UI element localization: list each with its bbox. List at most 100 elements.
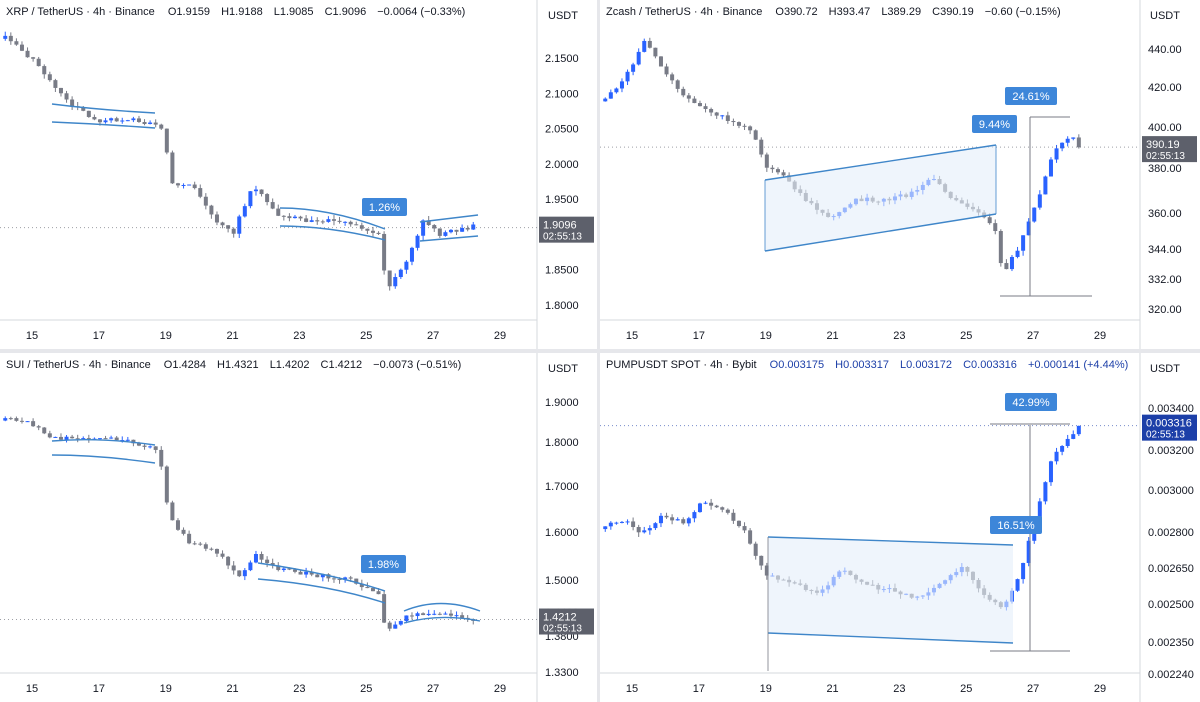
candle [465,227,470,230]
candle [603,98,608,102]
percent-label-bg[interactable] [362,198,407,216]
channel-upper[interactable] [51,438,156,446]
chart-header-xrp: XRP / TetherUS · 4h · Binance O1.9159 H1… [6,6,473,18]
candle [437,228,442,236]
channel-lower[interactable] [257,578,386,604]
candle [209,205,214,215]
candle [86,438,91,440]
candle [614,522,619,524]
channel-lower[interactable] [767,632,1014,644]
y-tick-label: 2.0000 [545,159,579,171]
channel-lower[interactable] [51,121,156,129]
candle [343,577,348,580]
channel-lower[interactable] [764,213,997,252]
chart-panel-pump[interactable]: 0.003400 0.003200 0.003000 0.002800 0.002650… [600,353,1200,702]
channel-upper[interactable] [279,207,386,230]
chart-pump[interactable]: 0.003400 0.003200 0.003000 0.002800 0.002650… [600,353,1200,702]
candle [415,613,420,617]
channel-upper[interactable] [403,602,481,612]
candle [448,229,453,233]
candle [187,533,192,544]
channel-upper[interactable] [764,144,997,181]
candle [781,172,786,176]
channel-lower[interactable] [403,616,481,624]
candle [681,88,686,96]
candle [276,565,281,571]
percent-label: 1.26% [369,202,400,214]
y-tick-label: 0.002800 [1148,527,1194,539]
x-tick-label: 17 [693,683,705,695]
pane-divider-horizontal[interactable] [0,349,1200,353]
channel-upper[interactable] [257,562,386,592]
last-price-value: 0.003316 [1146,418,1192,430]
channel-fill [765,145,996,251]
candle [770,167,775,170]
symbol-title[interactable]: PUMPUSDT SPOT · 4h · Bybit [606,359,757,371]
candle [1032,207,1037,222]
percent-label-bg[interactable] [361,555,406,573]
channel-upper[interactable] [51,103,156,114]
candle [103,438,108,440]
chart-sui[interactable]: 1.90001.80001.70001.60001.50001.44001.38… [0,353,597,702]
percent-label-bg[interactable] [972,115,1017,133]
percent-label-bg[interactable] [1005,393,1057,411]
percent-label-bg[interactable] [990,516,1042,534]
candle [1015,250,1020,257]
candle [448,613,453,616]
chart-panel-zec[interactable]: 440.00 420.00 400.00 380.00 360.00 344.00 332.… [600,0,1200,349]
candle [731,512,736,521]
candle [1037,194,1042,208]
candle [370,588,375,592]
ohlc-open: O1.4284 [163,359,206,371]
ohlc-open: O390.72 [775,6,818,18]
candle [36,58,41,67]
candle [281,568,286,571]
candle [97,119,102,123]
candle [736,520,741,527]
chart-xrp[interactable]: 2.15002.10002.05002.00001.95001.90001.85… [0,0,597,349]
ohlc-open: O0.003175 [769,359,825,371]
candle [348,221,353,225]
candle [81,438,86,440]
candle [242,206,247,217]
y-tick-label: 400.00 [1148,122,1182,134]
channel-upper[interactable] [419,214,479,223]
symbol-title[interactable]: Zcash / TetherUS · 4h · Binance [606,6,763,18]
candle [764,154,769,168]
candle [120,120,125,122]
symbol-title[interactable]: XRP / TetherUS · 4h · Binance [6,6,155,18]
y-tick-label: 332.00 [1148,274,1182,286]
x-tick-label: 29 [494,330,506,342]
candle [753,543,758,556]
channel-upper[interactable] [767,536,1014,546]
candle [731,120,736,123]
channel-lower[interactable] [51,454,156,464]
y-tick-label: 344.00 [1148,244,1182,256]
candle [697,503,702,513]
candle [443,232,448,236]
last-price-value: 1.9096 [543,220,577,232]
chart-panel-sui[interactable]: 1.90001.80001.70001.60001.50001.44001.38… [0,353,597,702]
candle [70,99,75,107]
channel-lower[interactable] [279,225,386,241]
candle [265,559,270,564]
chart-panel-xrp[interactable]: 2.15002.10002.05002.00001.95001.90001.85… [0,0,597,349]
chart-header-sui: SUI / TetherUS · 4h · Binance O1.4284 H1… [6,359,469,371]
candle [404,615,409,622]
percent-label-bg[interactable] [1005,87,1057,105]
chart-zec[interactable]: 440.00 420.00 400.00 380.00 360.00 344.00 332.… [600,0,1200,349]
candle [382,594,387,623]
ohlc-close: C1.9096 [324,6,367,18]
bar-countdown: 02:55:13 [543,624,582,635]
currency-label: USDT [1150,363,1180,375]
candle [292,216,297,219]
candle [370,230,375,233]
channel-lower[interactable] [419,235,479,242]
candle [432,225,437,229]
candle [214,548,219,554]
x-tick-label: 21 [826,330,838,342]
percent-label: 24.61% [1012,91,1050,103]
currency-label: USDT [1150,10,1180,22]
candle [359,225,364,229]
symbol-title[interactable]: SUI / TetherUS · 4h · Binance [6,359,151,371]
